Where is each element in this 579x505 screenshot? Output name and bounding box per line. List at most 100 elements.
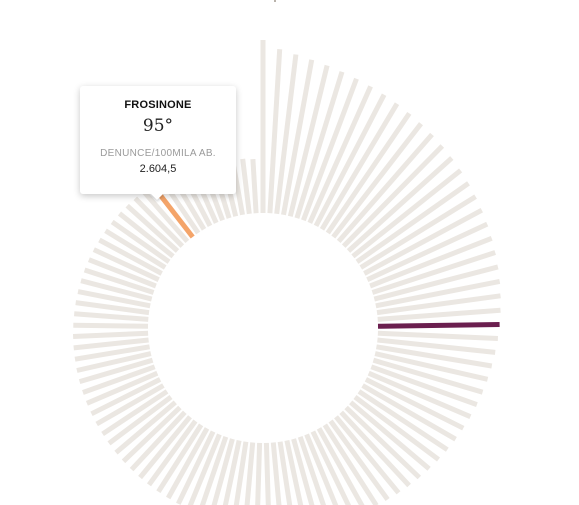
bar-rank-11[interactable] bbox=[325, 111, 412, 235]
bar-rank-47[interactable] bbox=[304, 433, 342, 505]
tooltip-rank: 95° bbox=[142, 116, 174, 136]
bar-rank-41[interactable] bbox=[339, 410, 411, 488]
bar-rank-18[interactable] bbox=[359, 194, 477, 270]
bar-rank-68[interactable] bbox=[114, 400, 177, 455]
tooltip-province: FROSINONE bbox=[124, 99, 192, 111]
bar-rank-74[interactable] bbox=[82, 364, 156, 395]
bar-rank-33[interactable] bbox=[370, 364, 478, 407]
bar-rank-42[interactable] bbox=[334, 415, 401, 495]
bar-rank-2[interactable] bbox=[267, 49, 283, 214]
bar-rank-89[interactable] bbox=[104, 228, 167, 270]
bar-rank-8[interactable] bbox=[307, 85, 373, 224]
bar-rank-91[interactable] bbox=[117, 211, 175, 259]
bar-rank-70[interactable] bbox=[101, 389, 169, 436]
bar-rank-93[interactable] bbox=[133, 196, 185, 248]
bar-rank-31[interactable] bbox=[374, 351, 489, 382]
bar-rank-88[interactable] bbox=[98, 237, 163, 276]
bar-rank-69[interactable] bbox=[107, 394, 173, 446]
bar-rank-12[interactable] bbox=[331, 122, 423, 239]
bar-rank-71[interactable] bbox=[95, 383, 165, 427]
bar-rank-61[interactable] bbox=[176, 430, 216, 505]
bar-rank-14[interactable] bbox=[341, 144, 445, 248]
bar-rank-35[interactable] bbox=[364, 377, 465, 431]
bar-rank-16[interactable] bbox=[351, 168, 463, 259]
bar-rank-25[interactable] bbox=[376, 293, 501, 316]
bar-rank-51[interactable] bbox=[277, 441, 293, 505]
bar-rank-92[interactable] bbox=[125, 203, 180, 253]
bar-rank-36[interactable] bbox=[361, 383, 457, 442]
bar-rank-40[interactable] bbox=[344, 405, 422, 480]
bar-rank-24[interactable] bbox=[375, 278, 501, 309]
tooltip-arrow bbox=[150, 193, 164, 200]
bar-rank-23[interactable] bbox=[373, 264, 499, 302]
bar-rank-81[interactable] bbox=[74, 311, 149, 322]
bar-rank-55[interactable] bbox=[244, 442, 256, 505]
bar-rank-46[interactable] bbox=[310, 430, 353, 505]
bar-rank-75[interactable] bbox=[78, 357, 154, 384]
bar-rank-5[interactable] bbox=[287, 64, 330, 217]
bar-rank-64[interactable] bbox=[146, 419, 198, 487]
bar-rank-90[interactable] bbox=[110, 219, 171, 264]
bar-rank-45[interactable] bbox=[316, 427, 365, 505]
bar-rank-15[interactable] bbox=[346, 156, 454, 253]
bar-rank-29[interactable] bbox=[377, 337, 496, 355]
bar-rank-7[interactable] bbox=[301, 77, 359, 222]
bar-rank-57[interactable] bbox=[222, 439, 242, 505]
bar-rank-49[interactable] bbox=[291, 438, 318, 505]
bar-rank-38[interactable] bbox=[353, 394, 440, 462]
bar-rank-53[interactable] bbox=[263, 442, 271, 505]
bar-rank-84[interactable] bbox=[80, 278, 153, 302]
bar-rank-77[interactable] bbox=[74, 344, 151, 362]
bar-rank-39[interactable] bbox=[349, 400, 431, 471]
bar-rank-80[interactable] bbox=[73, 322, 149, 329]
bar-rank-65[interactable] bbox=[138, 415, 192, 480]
bar-rank-50[interactable] bbox=[284, 439, 305, 505]
bar-rank-44[interactable] bbox=[322, 423, 379, 505]
bar-rank-60[interactable] bbox=[187, 433, 222, 505]
bar-rank-20[interactable] bbox=[366, 221, 489, 282]
bar-rank-4[interactable] bbox=[281, 59, 315, 216]
bar-rank-83[interactable] bbox=[77, 289, 151, 309]
bar-rank-104[interactable] bbox=[240, 158, 252, 215]
bar-rank-59[interactable] bbox=[199, 435, 229, 505]
bar-rank-67[interactable] bbox=[121, 405, 182, 464]
bar-rank-28[interactable] bbox=[377, 330, 499, 341]
bar-rank-37[interactable] bbox=[357, 389, 449, 452]
bar-rank-30[interactable] bbox=[375, 344, 493, 369]
bar-rank-3[interactable] bbox=[274, 54, 299, 215]
bar-rank-63[interactable] bbox=[156, 423, 204, 494]
bar-rank-82[interactable] bbox=[75, 300, 150, 316]
bar-rank-22[interactable] bbox=[371, 250, 496, 295]
bar-rank-58[interactable] bbox=[211, 438, 235, 505]
bar-rank-79[interactable] bbox=[72, 330, 149, 339]
bar-rank-73[interactable] bbox=[85, 370, 159, 406]
bar-rank-48[interactable] bbox=[297, 435, 329, 505]
bar-rank-34[interactable] bbox=[367, 370, 472, 419]
bar-rank-17[interactable] bbox=[355, 181, 470, 264]
bar-rank-26[interactable] bbox=[377, 307, 501, 322]
bar-rank-85[interactable] bbox=[83, 267, 155, 295]
bar-rank-19[interactable] bbox=[363, 207, 483, 276]
tooltip: FROSINONE 95° DENUNCE/100MILA AB. 2.604,… bbox=[80, 86, 236, 194]
bar-rank-87[interactable] bbox=[92, 247, 160, 282]
bar-rank-66[interactable] bbox=[129, 410, 187, 472]
bar-rank-54[interactable] bbox=[255, 442, 263, 505]
bar-rank-62[interactable] bbox=[166, 427, 210, 500]
bar-rank-32[interactable] bbox=[372, 357, 484, 395]
bar-rank-56[interactable] bbox=[233, 441, 249, 505]
bar-rank-86[interactable] bbox=[87, 257, 157, 289]
bar-rank-76[interactable] bbox=[76, 351, 152, 373]
bar-rank-21[interactable] bbox=[369, 235, 493, 289]
bar-rank-10[interactable] bbox=[319, 102, 400, 231]
bar-rank-52[interactable] bbox=[270, 442, 282, 505]
bar-rank-9[interactable] bbox=[313, 93, 387, 228]
bar-rank-105[interactable] bbox=[250, 158, 259, 214]
bar-rank-13[interactable] bbox=[336, 132, 434, 244]
bar-highlight-rank-27[interactable] bbox=[377, 322, 500, 329]
bar-rank-6[interactable] bbox=[294, 71, 345, 219]
top-tick-mark bbox=[274, 0, 276, 2]
bar-rank-72[interactable] bbox=[90, 377, 162, 417]
bar-rank-43[interactable] bbox=[328, 419, 390, 501]
bar-rank-78[interactable] bbox=[73, 337, 149, 351]
